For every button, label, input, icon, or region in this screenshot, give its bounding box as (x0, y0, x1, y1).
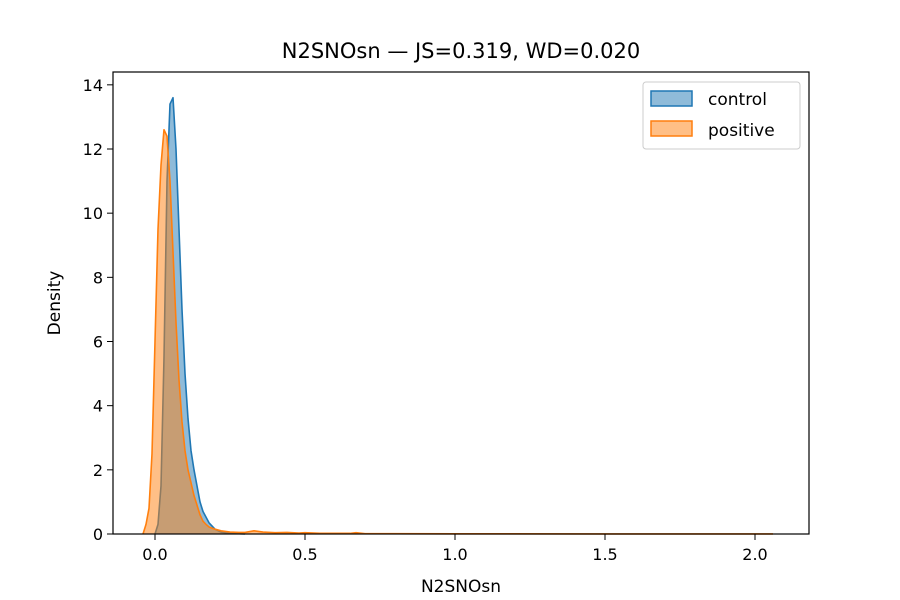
series-layer (142, 96, 774, 535)
density-line-positive (142, 128, 774, 535)
y-tick-label: 6 (93, 333, 103, 352)
legend: control positive (642, 81, 801, 150)
x-tick-label: 0.5 (292, 545, 317, 564)
x-axis: 0.0 0.5 1.0 1.5 2.0 (142, 534, 768, 564)
plot-area (112, 71, 810, 535)
plot-frame (112, 71, 810, 535)
legend-swatch-positive (650, 120, 693, 137)
x-tick-label: 0.0 (142, 545, 167, 564)
y-tick-label: 14 (83, 76, 103, 95)
legend-label-control: control (708, 90, 767, 110)
y-tick-label: 2 (93, 461, 103, 480)
y-tick-label: 0 (93, 525, 103, 544)
y-tick-label: 10 (83, 204, 103, 223)
y-axis: 0 2 4 6 8 10 12 14 (83, 76, 113, 544)
x-axis-label: N2SNOsn (421, 577, 501, 597)
y-tick-label: 4 (93, 397, 103, 416)
legend-label-positive: positive (708, 121, 775, 141)
x-tick-label: 2.0 (742, 545, 767, 564)
y-tick-label: 8 (93, 268, 103, 287)
x-tick-label: 1.0 (442, 545, 467, 564)
chart-title: N2SNOsn — JS=0.319, WD=0.020 (282, 39, 640, 63)
y-axis-label: Density (45, 271, 65, 336)
y-tick-label: 12 (83, 140, 103, 159)
legend-swatch-control (650, 90, 693, 107)
density-area-positive (143, 129, 773, 534)
x-tick-label: 1.5 (592, 545, 617, 564)
